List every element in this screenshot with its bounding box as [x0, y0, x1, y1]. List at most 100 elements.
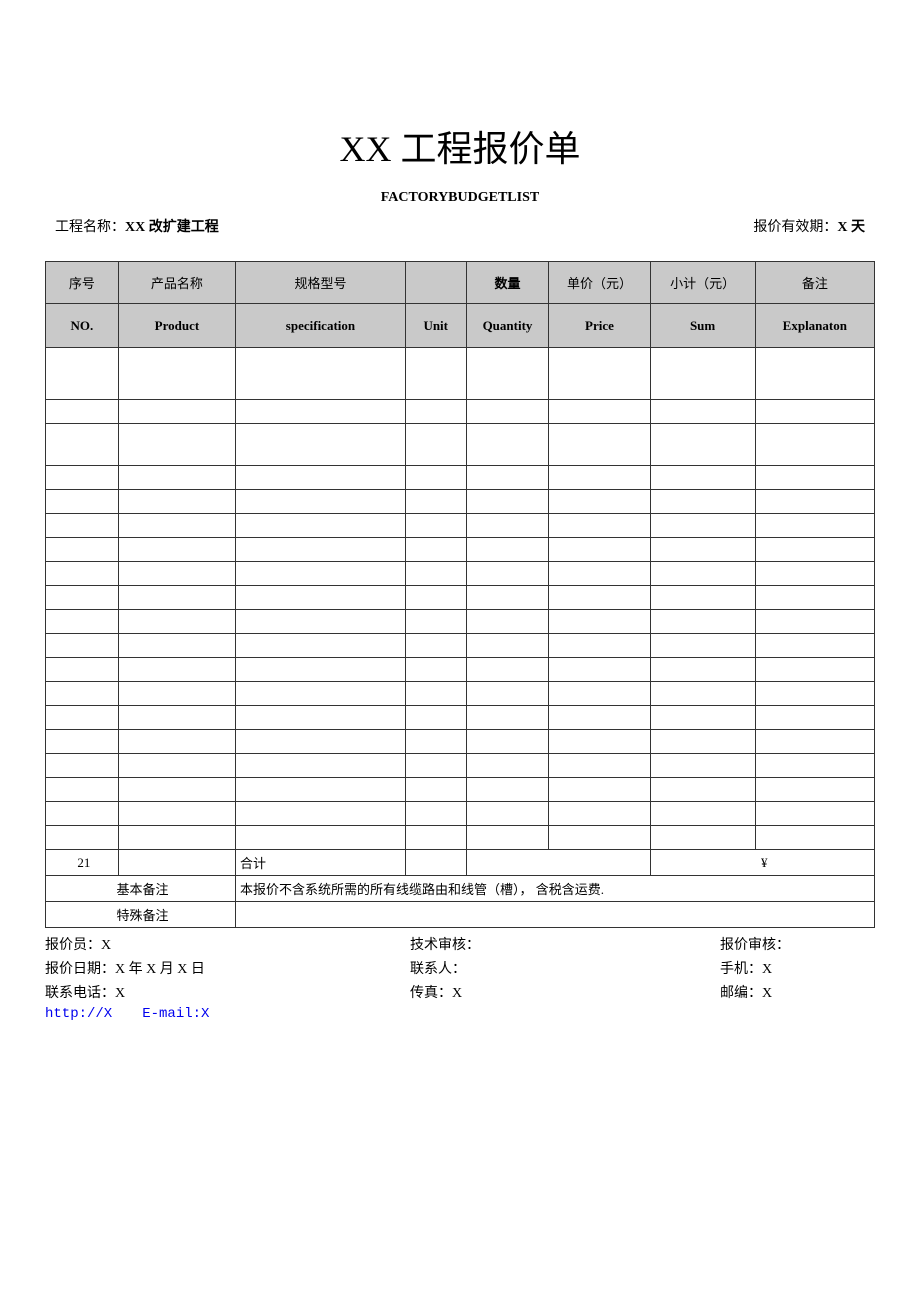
table-cell — [466, 424, 549, 466]
table-cell — [549, 466, 650, 490]
page-title: XX 工程报价单 — [45, 120, 875, 172]
table-cell — [650, 466, 755, 490]
table-cell — [405, 706, 466, 730]
remark1-label: 基本备注 — [46, 876, 236, 902]
table-cell — [118, 826, 235, 850]
table-cell — [405, 802, 466, 826]
table-cell — [118, 562, 235, 586]
table-cell — [46, 562, 119, 586]
url-link[interactable]: http://X — [45, 1006, 112, 1022]
header-en-3: Unit — [405, 304, 466, 348]
remark1-text: 本报价不含系统所需的所有线缆路由和线管（槽）， 含税含运费. — [236, 876, 875, 902]
table-cell — [405, 682, 466, 706]
table-row — [46, 400, 875, 424]
table-cell — [236, 348, 406, 400]
table-cell — [466, 562, 549, 586]
table-cell — [46, 466, 119, 490]
table-cell — [46, 538, 119, 562]
table-cell — [118, 400, 235, 424]
table-cell — [46, 754, 119, 778]
table-cell — [466, 634, 549, 658]
table-cell — [755, 658, 874, 682]
table-cell — [46, 634, 119, 658]
table-row — [46, 348, 875, 400]
table-cell — [118, 706, 235, 730]
table-cell — [466, 826, 549, 850]
table-cell — [466, 348, 549, 400]
table-cell — [549, 424, 650, 466]
table-cell — [755, 682, 874, 706]
project-name: 工程名称：XX 改扩建工程 — [55, 216, 219, 236]
table-cell — [236, 634, 406, 658]
table-cell — [549, 538, 650, 562]
table-cell — [549, 610, 650, 634]
email-link[interactable]: E-mail:X — [142, 1006, 209, 1022]
table-cell — [236, 658, 406, 682]
table-cell — [466, 610, 549, 634]
header-cn-2: 规格型号 — [236, 262, 406, 304]
table-cell — [236, 706, 406, 730]
table-cell — [549, 730, 650, 754]
table-cell — [118, 490, 235, 514]
table-cell — [549, 658, 650, 682]
header-cn-5: 单价（元） — [549, 262, 650, 304]
table-row — [46, 634, 875, 658]
table-cell — [46, 730, 119, 754]
zip: 邮编：X — [720, 982, 875, 1002]
header-en-1: Product — [118, 304, 235, 348]
table-cell — [405, 562, 466, 586]
total-blank3 — [466, 850, 650, 876]
table-cell — [46, 400, 119, 424]
total-label: 合计 — [236, 850, 406, 876]
table-cell — [236, 586, 406, 610]
table-cell — [236, 424, 406, 466]
table-cell — [549, 348, 650, 400]
table-cell — [755, 706, 874, 730]
table-cell — [405, 424, 466, 466]
meta-row: 工程名称：XX 改扩建工程 报价有效期：X 天 — [45, 216, 875, 236]
table-cell — [650, 586, 755, 610]
table-cell — [118, 514, 235, 538]
table-cell — [650, 706, 755, 730]
table-cell — [650, 490, 755, 514]
table-row — [46, 514, 875, 538]
total-sum: ¥ — [650, 850, 874, 876]
remark1-row: 基本备注本报价不含系统所需的所有线缆路由和线管（槽）， 含税含运费. — [46, 876, 875, 902]
header-cn-1: 产品名称 — [118, 262, 235, 304]
table-cell — [466, 538, 549, 562]
table-cell — [405, 634, 466, 658]
phone: 联系电话：X — [45, 982, 410, 1002]
table-cell — [236, 610, 406, 634]
table-cell — [46, 778, 119, 802]
table-row — [46, 490, 875, 514]
table-cell — [118, 348, 235, 400]
table-cell — [405, 348, 466, 400]
table-cell — [755, 610, 874, 634]
table-cell — [118, 424, 235, 466]
table-cell — [405, 586, 466, 610]
table-cell — [755, 400, 874, 424]
table-cell — [405, 658, 466, 682]
table-cell — [650, 754, 755, 778]
table-cell — [405, 610, 466, 634]
table-cell — [118, 658, 235, 682]
table-cell — [755, 586, 874, 610]
table-cell — [755, 754, 874, 778]
table-cell — [650, 730, 755, 754]
header-cn-6: 小计（元） — [650, 262, 755, 304]
header-cn-7: 备注 — [755, 262, 874, 304]
table-cell — [466, 400, 549, 424]
table-cell — [755, 538, 874, 562]
table-cell — [118, 610, 235, 634]
table-cell — [236, 778, 406, 802]
table-cell — [549, 514, 650, 538]
table-cell — [118, 538, 235, 562]
table-cell — [650, 658, 755, 682]
table-cell — [466, 682, 549, 706]
table-cell — [236, 826, 406, 850]
table-cell — [755, 348, 874, 400]
table-cell — [46, 424, 119, 466]
table-cell — [405, 730, 466, 754]
table-cell — [755, 424, 874, 466]
table-cell — [405, 754, 466, 778]
